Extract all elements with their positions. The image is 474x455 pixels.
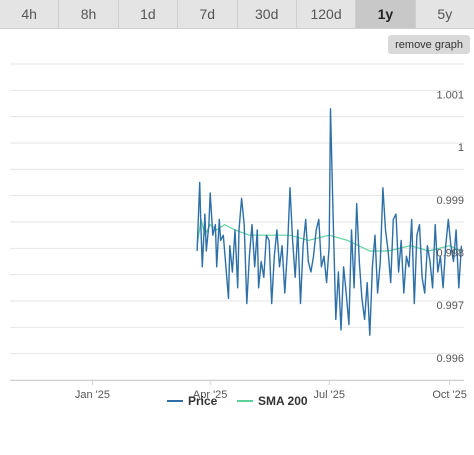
y-tick-label: 1.001: [436, 90, 464, 102]
tab-7d[interactable]: 7d: [178, 0, 238, 29]
y-tick-label: 1: [458, 142, 464, 154]
y-tick-label: 0.999: [436, 195, 464, 207]
tab-8h[interactable]: 8h: [59, 0, 119, 29]
y-tick-label: 0.998: [436, 248, 464, 260]
x-tick-label: Apr '25: [193, 389, 228, 401]
price-chart: 0.996 0.997 0.998 0.999 1 1.001 Jan '25 Apr '2…: [10, 63, 467, 408]
price-series-line: [196, 108, 463, 336]
timeframe-tabs: 4h 8h 1d 7d 30d 120d 1y 5y: [0, 0, 474, 30]
y-axis-ticks: 0.996 0.997 0.998 0.999 1 1.001: [436, 90, 464, 365]
tab-30d[interactable]: 30d: [237, 0, 297, 29]
tab-5y[interactable]: 5y: [415, 0, 474, 29]
tab-4h[interactable]: 4h: [0, 0, 60, 29]
legend-price-label: Price: [188, 394, 218, 408]
x-axis-ticks: Jan '25 Apr '25 Jul '25 Oct '25: [75, 380, 467, 401]
y-tick-label: 0.997: [436, 300, 464, 312]
legend: Price SMA 200: [167, 394, 308, 408]
tab-1y[interactable]: 1y: [356, 0, 416, 29]
x-tick-label: Oct '25: [432, 389, 467, 401]
y-tick-label: 0.996: [436, 353, 464, 365]
tab-1d[interactable]: 1d: [118, 0, 179, 29]
remove-graph-button[interactable]: remove graph: [388, 35, 470, 54]
x-tick-label: Jan '25: [75, 389, 110, 401]
x-tick-label: Jul '25: [314, 389, 345, 401]
series-lines: [196, 108, 463, 336]
tab-120d[interactable]: 120d: [296, 0, 357, 29]
legend-sma-200-label: SMA 200: [258, 394, 308, 408]
